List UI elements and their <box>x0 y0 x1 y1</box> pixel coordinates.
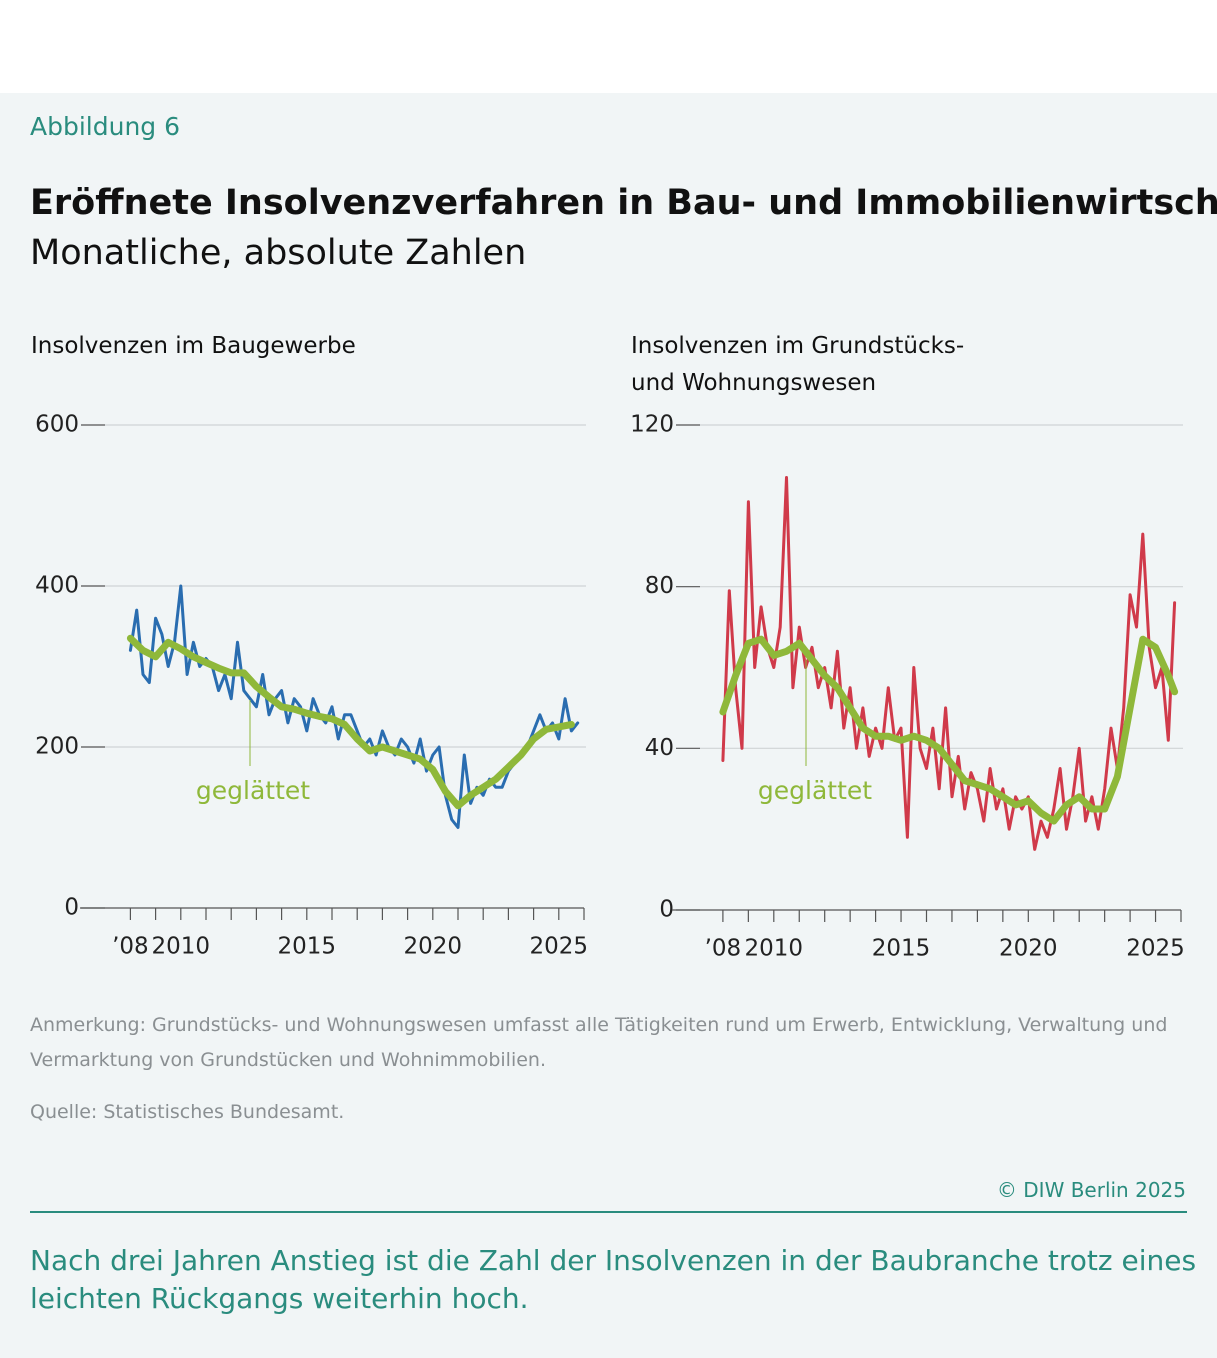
divider <box>30 1211 1187 1213</box>
subtitle: Monatliche, absolute Zahlen <box>30 233 527 273</box>
y-tick-label: 40 <box>645 735 674 761</box>
remark: Anmerkung: Grundstücks- und Wohnungswese… <box>30 1014 1168 1071</box>
y-tick-label: 600 <box>35 412 79 438</box>
chart-title: Insolvenzen im Grundstücks- und Wohnungs… <box>631 333 965 396</box>
annotation: geglättet <box>196 776 310 805</box>
title: Eröffnete Insolvenzverfahren in Bau- und… <box>30 183 1217 223</box>
x-tick-label: 2010 <box>152 934 211 960</box>
y-tick-label: 200 <box>35 734 79 760</box>
line <box>721 476 1177 851</box>
x-tick-label: 2010 <box>745 936 804 962</box>
x-tick-label: 2025 <box>530 934 589 960</box>
x-tick-label: 2015 <box>872 936 931 962</box>
source: Quelle: Statistisches Bundesamt. <box>30 1101 345 1123</box>
y-tick-label: 120 <box>630 412 674 438</box>
y-tick-label: 400 <box>35 573 79 599</box>
y-tick-label: 80 <box>645 573 674 599</box>
y-tick-label: 0 <box>64 895 79 921</box>
x-tick-label: ’08 <box>705 936 742 962</box>
chart-title: Insolvenzen im Baugewerbe <box>31 333 356 359</box>
y-tick-label: 0 <box>659 897 674 923</box>
caption: Nach drei Jahren Anstieg ist die Zahl de… <box>30 1244 1197 1315</box>
panel <box>0 93 1217 1358</box>
x-tick-label: 2025 <box>1126 936 1185 962</box>
smoothed-line <box>719 635 1179 825</box>
copyright: © DIW Berlin 2025 <box>996 1178 1186 1202</box>
x-tick-label: 2020 <box>404 934 463 960</box>
smoothed-line <box>126 634 575 810</box>
x-tick-label: 2020 <box>999 936 1058 962</box>
x-tick-label: 2015 <box>278 934 337 960</box>
x-tick-label: ’08 <box>112 934 149 960</box>
annotation: geglättet <box>758 776 872 805</box>
figure-label: Abbildung 6 <box>30 112 181 141</box>
